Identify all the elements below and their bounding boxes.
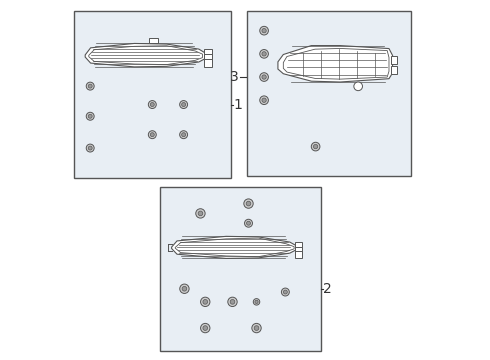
Circle shape [203,326,208,330]
Bar [247,11,411,176]
Circle shape [180,131,188,139]
Circle shape [260,50,269,58]
Circle shape [311,142,320,151]
Circle shape [228,297,237,307]
Bar [204,59,212,67]
Circle shape [254,326,259,330]
Circle shape [200,323,210,333]
Text: 1: 1 [233,98,243,112]
Circle shape [253,299,260,305]
Text: 2: 2 [323,282,332,296]
Circle shape [182,103,186,107]
Circle shape [246,221,250,225]
Circle shape [150,133,154,137]
Circle shape [200,297,210,307]
Circle shape [246,201,251,206]
Bar [295,242,302,249]
Circle shape [262,28,266,33]
Circle shape [148,131,156,139]
Circle shape [88,114,92,118]
Circle shape [86,112,94,120]
Circle shape [196,209,205,218]
Polygon shape [172,236,297,258]
Circle shape [260,96,269,104]
Polygon shape [85,44,206,67]
Circle shape [245,219,252,227]
Circle shape [262,98,266,102]
Bar [391,56,397,64]
Circle shape [86,144,94,152]
Circle shape [244,199,253,208]
Circle shape [180,100,188,108]
Circle shape [252,323,261,333]
Circle shape [255,300,258,303]
Circle shape [283,290,287,294]
Bar [295,251,302,258]
Circle shape [148,100,156,108]
Circle shape [86,82,94,90]
Bar [391,66,397,74]
Circle shape [262,75,266,79]
Circle shape [281,288,289,296]
Circle shape [182,287,187,291]
Circle shape [354,82,363,91]
Bar [295,247,302,254]
Circle shape [260,26,269,35]
Circle shape [203,300,208,304]
Circle shape [182,133,186,137]
Circle shape [230,300,235,304]
Bar [160,187,320,351]
Bar [204,49,212,57]
Circle shape [314,144,318,149]
Circle shape [88,146,92,150]
Text: 3: 3 [230,70,239,84]
Bar [74,11,231,178]
Circle shape [88,84,92,88]
Bar [148,38,158,44]
Polygon shape [278,46,392,82]
Bar [204,54,212,62]
Circle shape [260,73,269,81]
Circle shape [262,52,266,56]
Circle shape [198,211,203,216]
Circle shape [150,103,154,107]
Circle shape [180,284,189,293]
